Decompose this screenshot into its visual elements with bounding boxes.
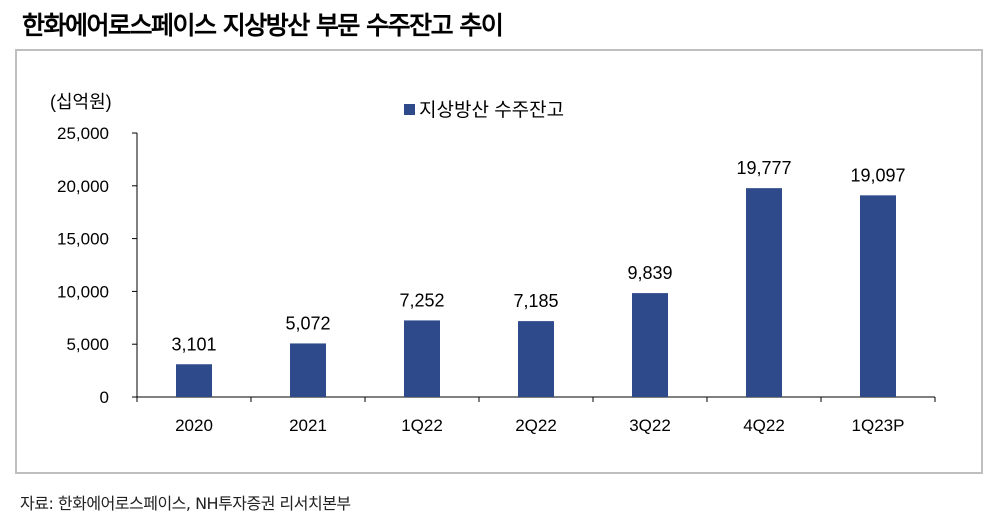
x-tick-label: 3Q22 <box>629 416 671 435</box>
data-label: 7,252 <box>399 290 444 310</box>
y-tick-label: 25,000 <box>57 124 109 143</box>
data-label: 3,101 <box>171 334 216 354</box>
y-tick-label: 5,000 <box>66 335 109 354</box>
source-note: 자료: 한화에어로스페이스, NH투자증권 리서치본부 <box>20 494 351 513</box>
y-tick-label: 20,000 <box>57 177 109 196</box>
data-label: 19,777 <box>736 158 791 178</box>
legend-label: 지상방산 수주잔고 <box>419 99 564 121</box>
legend-swatch <box>404 104 415 115</box>
y-tick-label: 0 <box>100 388 109 407</box>
data-label: 5,072 <box>285 313 330 333</box>
bar-3Q22 <box>632 293 668 397</box>
legend: 지상방산 수주잔고 <box>404 99 564 121</box>
bar-2Q22 <box>518 321 554 397</box>
bar-1Q22 <box>404 320 440 397</box>
x-tick-label: 2020 <box>175 416 213 435</box>
x-tick-label: 4Q22 <box>743 416 785 435</box>
bar-2021 <box>290 343 326 397</box>
bar-1Q23P <box>860 195 896 397</box>
y-tick-label: 15,000 <box>57 230 109 249</box>
unit-label: (십억원) <box>50 92 112 112</box>
data-label: 9,839 <box>627 263 672 283</box>
x-tick-label: 2021 <box>289 416 327 435</box>
x-tick-label: 1Q22 <box>401 416 443 435</box>
chart-frame <box>15 49 983 474</box>
x-tick-label: 1Q23P <box>852 416 905 435</box>
bar-4Q22 <box>746 188 782 397</box>
y-tick-label: 10,000 <box>57 282 109 301</box>
chart-title: 한화에어로스페이스 지상방산 부문 수주잔고 추이 <box>22 11 504 40</box>
bar-2020 <box>176 364 212 397</box>
data-label: 19,097 <box>850 165 905 185</box>
data-label: 7,185 <box>513 291 558 311</box>
x-tick-label: 2Q22 <box>515 416 557 435</box>
